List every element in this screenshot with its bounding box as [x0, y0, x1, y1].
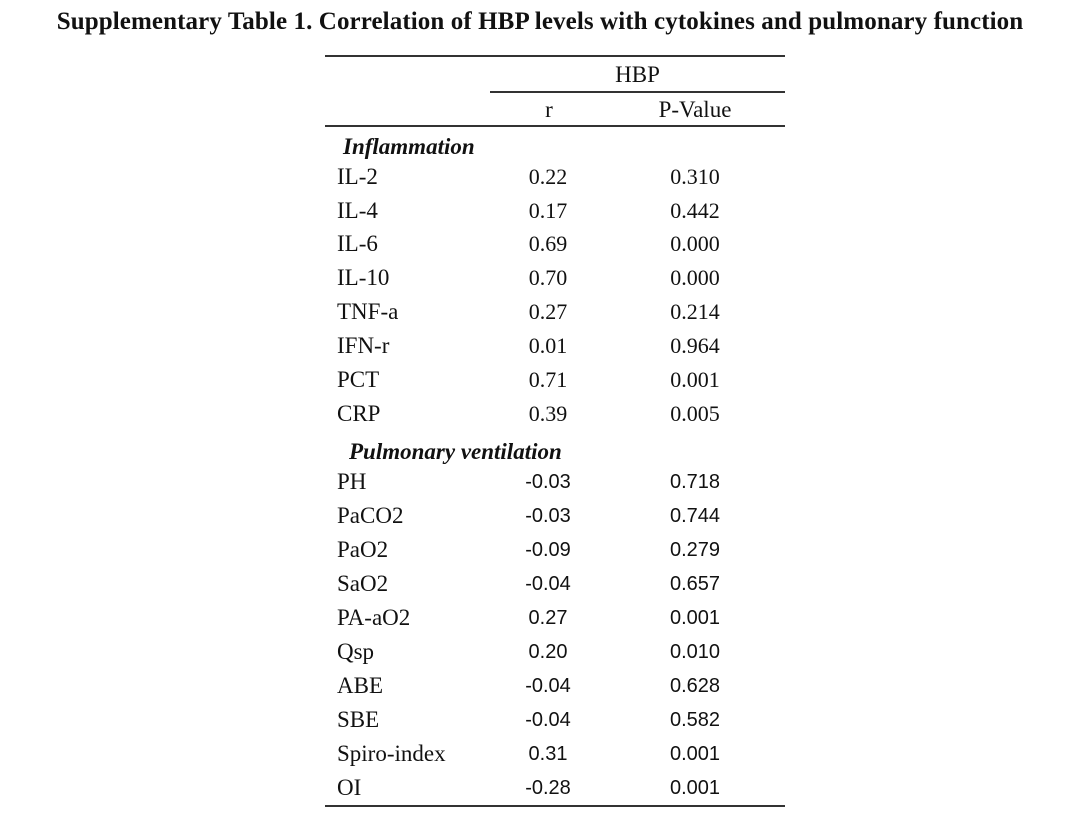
- table-row: SBE -0.04 0.582: [325, 703, 785, 737]
- p-value: 0.582: [669, 709, 721, 731]
- r-value: -0.03: [525, 505, 571, 527]
- row-label: SBE: [337, 707, 380, 732]
- p-value: 0.001: [669, 607, 721, 629]
- r-value: 0.69: [528, 231, 568, 256]
- row-label: PCT: [337, 367, 380, 392]
- row-label: IL-6: [337, 231, 378, 256]
- p-value: 0.000: [670, 265, 720, 290]
- row-label: ABE: [337, 673, 383, 698]
- table-title: Supplementary Table 1. Correlation of HB…: [56, 8, 1024, 35]
- p-value: 0.001: [669, 777, 721, 799]
- p-value: 0.442: [670, 198, 720, 223]
- table-row: PaCO2 -0.03 0.744: [325, 499, 785, 533]
- r-value: 0.20: [528, 641, 568, 663]
- row-label: IL-4: [337, 198, 378, 223]
- r-value: -0.09: [525, 539, 571, 561]
- r-value: 0.27: [528, 607, 568, 629]
- row-label: PA-aO2: [337, 605, 411, 630]
- table-row: SaO2 -0.04 0.657: [325, 567, 785, 601]
- table-row: ABE -0.04 0.628: [325, 669, 785, 703]
- r-value: -0.04: [525, 573, 571, 595]
- table-row: IFN-r 0.01 0.964: [325, 329, 785, 363]
- table-row: PaO2 -0.09 0.279: [325, 533, 785, 567]
- r-value: -0.03: [525, 471, 571, 493]
- p-value: 0.628: [669, 675, 721, 697]
- p-value: 0.000: [670, 231, 720, 256]
- table-row: IL-4 0.17 0.442: [325, 194, 785, 228]
- r-value: -0.04: [525, 675, 571, 697]
- table-row: IL-6 0.69 0.000: [325, 227, 785, 261]
- group-header-hbp: HBP: [615, 62, 660, 87]
- p-value: 0.010: [669, 641, 721, 663]
- r-value: 0.27: [528, 299, 568, 324]
- r-value: 0.39: [528, 401, 568, 426]
- table-row: PCT 0.71 0.001: [325, 363, 785, 397]
- p-value: 0.214: [670, 299, 720, 324]
- header-rule: [325, 125, 785, 127]
- r-value: -0.04: [525, 709, 571, 731]
- row-label: CRP: [337, 401, 381, 426]
- p-value: 0.657: [669, 573, 721, 595]
- top-rule: [325, 55, 785, 57]
- r-value: -0.28: [525, 777, 571, 799]
- r-value: 0.01: [528, 333, 568, 358]
- row-label: TNF-a: [337, 299, 399, 324]
- row-label: Qsp: [337, 639, 375, 664]
- table-row: PA-aO2 0.27 0.001: [325, 601, 785, 635]
- p-value: 0.001: [670, 367, 720, 392]
- table-row: IL-10 0.70 0.000: [325, 261, 785, 295]
- p-value: 0.964: [670, 333, 720, 358]
- section-inflammation-heading: Inflammation: [343, 134, 475, 159]
- p-value: 0.279: [669, 539, 721, 561]
- table-row: CRP 0.39 0.005: [325, 397, 785, 431]
- p-value: 0.001: [669, 743, 721, 765]
- row-label: PH: [337, 469, 367, 494]
- row-label: OI: [337, 775, 362, 800]
- row-label: IL-10: [337, 265, 390, 290]
- row-label: IFN-r: [337, 333, 390, 358]
- section-pulmonary-ventilation-heading: Pulmonary ventilation: [349, 439, 562, 464]
- row-label: IL-2: [337, 164, 378, 189]
- row-label: SaO2: [337, 571, 389, 596]
- r-value: 0.70: [528, 265, 568, 290]
- r-value: 0.31: [528, 743, 568, 765]
- p-value: 0.744: [669, 505, 721, 527]
- row-label: PaCO2: [337, 503, 404, 528]
- column-header-p-value: P-Value: [658, 97, 732, 122]
- table-row: OI -0.28 0.001: [325, 771, 785, 805]
- table-row: Spiro-index 0.31 0.001: [325, 737, 785, 771]
- column-header-r: r: [545, 97, 553, 122]
- table-row: IL-2 0.22 0.310: [325, 160, 785, 194]
- p-value: 0.718: [669, 471, 721, 493]
- p-value: 0.005: [670, 401, 720, 426]
- r-value: 0.17: [528, 198, 568, 223]
- bottom-rule: [325, 805, 785, 807]
- table-row: PH -0.03 0.718: [325, 465, 785, 499]
- p-value: 0.310: [670, 164, 720, 189]
- row-label: PaO2: [337, 537, 389, 562]
- r-value: 0.22: [528, 164, 568, 189]
- r-value: 0.71: [528, 367, 568, 392]
- table-row: Qsp 0.20 0.010: [325, 635, 785, 669]
- group-rule: [490, 91, 785, 93]
- table-row: TNF-a 0.27 0.214: [325, 295, 785, 329]
- row-label: Spiro-index: [337, 741, 446, 766]
